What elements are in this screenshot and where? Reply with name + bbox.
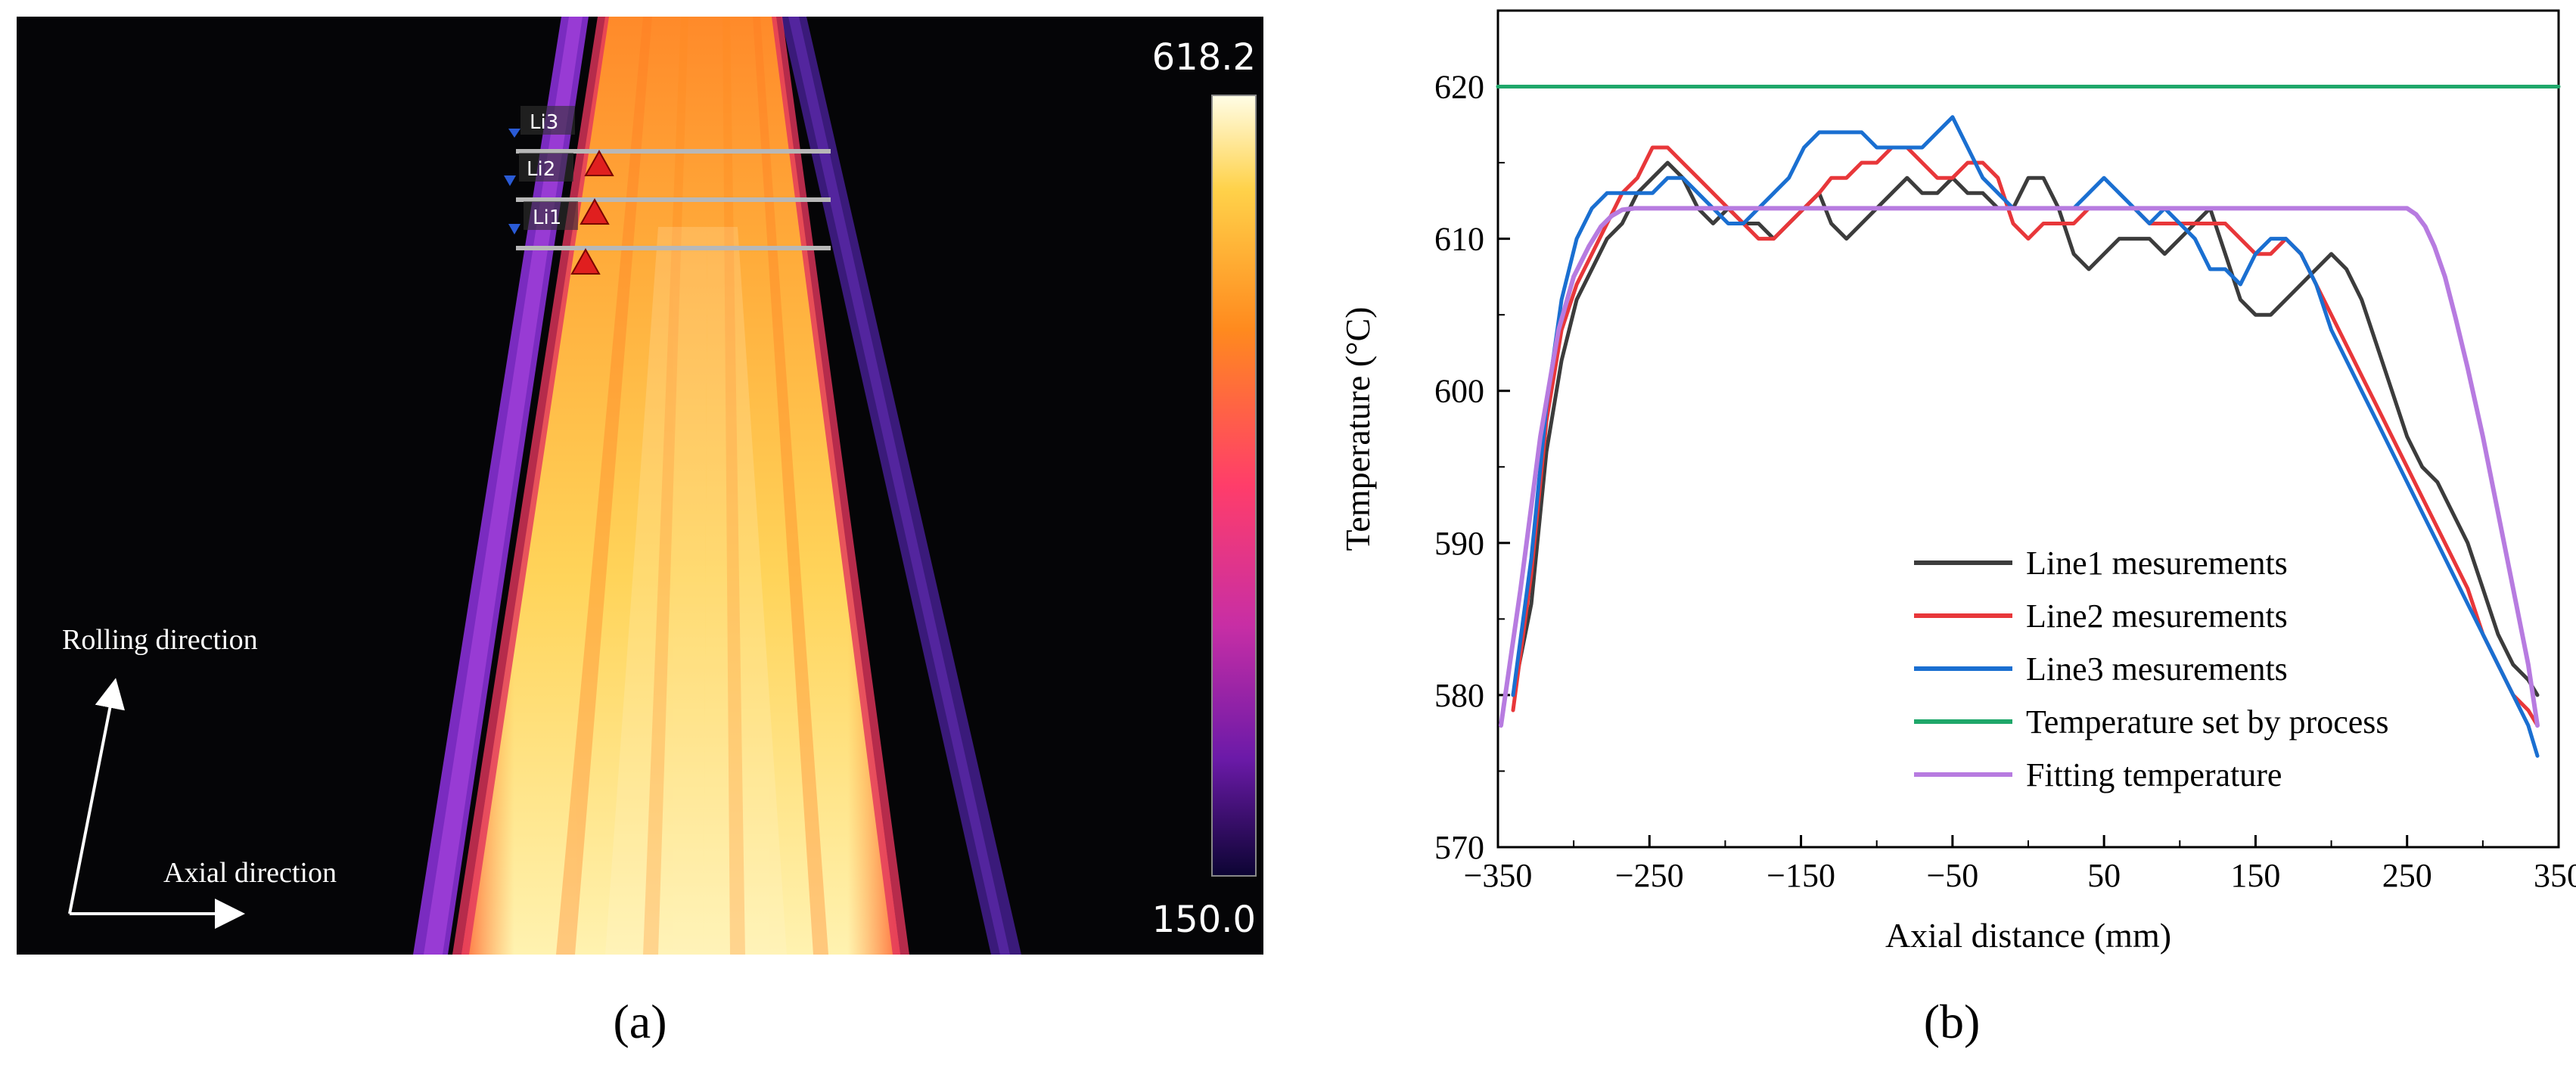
axis-ticks	[1496, 85, 2560, 849]
series-line-3	[1511, 115, 2540, 758]
y-tick-label: 590	[1434, 525, 1484, 562]
colorbar-min-label: 150.0	[1152, 899, 1256, 941]
measurement-line-3: Li3	[508, 106, 831, 154]
chart-legend: Line1 mesurements Line2 mesurements Line3 …	[1914, 545, 2389, 793]
panel-b-label: (b)	[1924, 995, 1981, 1048]
series-layer	[1496, 85, 2561, 758]
measurement-line-2: Li2	[504, 149, 831, 202]
x-tick-label: −250	[1615, 857, 1684, 894]
legend-label: Fitting temperature	[2026, 756, 2282, 793]
legend-label: Line1 mesurements	[2026, 545, 2288, 582]
marker-triangle-2	[584, 149, 614, 176]
legend-label: Temperature set by process	[2026, 703, 2389, 741]
series-line-1	[1511, 160, 2540, 697]
y-tick-label: 600	[1434, 373, 1484, 410]
y-tick-label: 580	[1434, 677, 1484, 714]
x-tick-label: 250	[2382, 857, 2432, 894]
legend-label: Line2 mesurements	[2026, 598, 2288, 635]
marker-triangle-1	[580, 197, 610, 225]
y-tick-label: 620	[1434, 69, 1484, 106]
y-tick-label: 570	[1434, 829, 1484, 866]
x-tick-label: −350	[1464, 857, 1533, 894]
legend-label: Line3 mesurements	[2026, 650, 2288, 688]
line-3-label: Li3	[530, 111, 558, 134]
x-axis-label: Axial distance (mm)	[1885, 916, 2171, 955]
marker-triangle-0	[570, 247, 601, 275]
line-2-label: Li2	[527, 158, 555, 181]
x-tick-label: 350	[2534, 857, 2576, 894]
thermal-image-panel: Li3 Li2 Li1 618.2 150.0 Rolling directio…	[17, 17, 1263, 955]
colorbar	[1211, 95, 1257, 877]
panel-a-label: (a)	[613, 995, 667, 1048]
x-tick-label: −50	[1926, 857, 1978, 894]
axial-direction-label: Axial direction	[163, 857, 337, 889]
rolling-direction-arrow	[68, 678, 126, 914]
tick-labels: −350 −250 −150 −50 50 150 250 350 570 580 590 600 61…	[1434, 69, 2576, 894]
series-line-5	[1499, 206, 2540, 728]
temperature-chart: −350 −250 −150 −50 50 150 250 350 570 580 590 600 61…	[1338, 9, 2576, 955]
line-1-label: Li1	[533, 206, 561, 229]
y-axis-label: Temperature (°C)	[1338, 307, 1377, 551]
x-tick-label: 50	[2087, 857, 2121, 894]
x-tick-label: −150	[1767, 857, 1835, 894]
x-tick-label: 150	[2230, 857, 2280, 894]
colorbar-max-label: 618.2	[1152, 36, 1256, 79]
rolling-direction-label: Rolling direction	[62, 624, 258, 656]
y-tick-label: 610	[1434, 221, 1484, 258]
measurement-line-1: Li1	[508, 197, 831, 275]
series-line-2	[1511, 145, 2540, 728]
